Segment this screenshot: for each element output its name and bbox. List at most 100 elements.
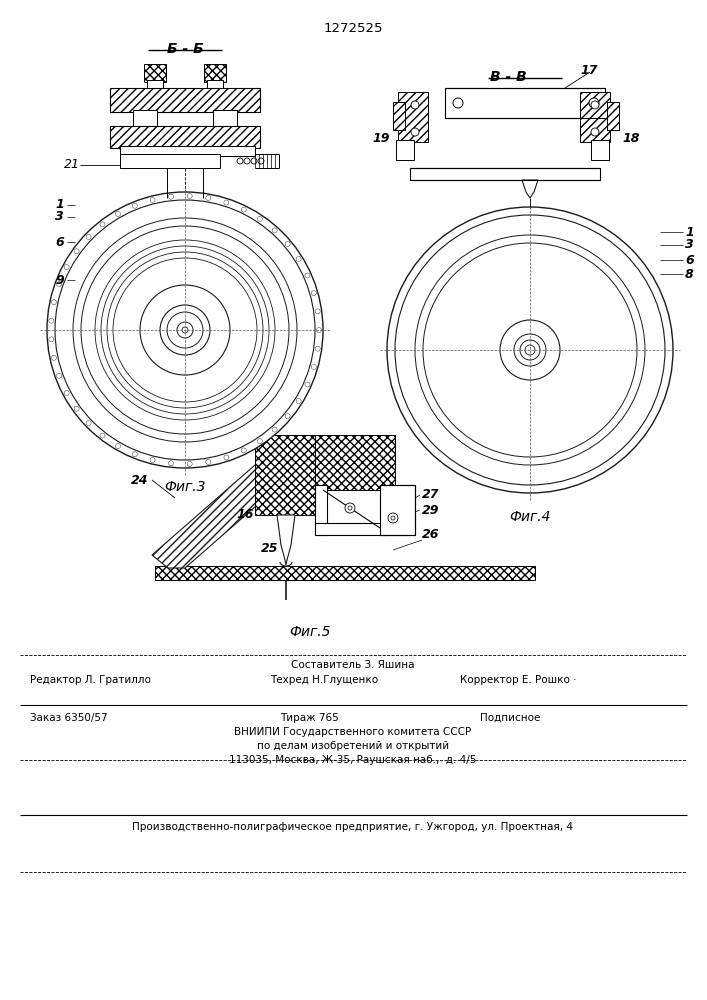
Text: 113035, Москва, Ж-35, Раушская наб.,  д. 4/5: 113035, Москва, Ж-35, Раушская наб., д. … — [229, 755, 477, 765]
Bar — [445, 88, 605, 118]
Circle shape — [423, 243, 637, 457]
Text: 3: 3 — [685, 238, 694, 251]
Bar — [207, 80, 223, 90]
Text: Техред Н.Глущенко: Техред Н.Глущенко — [270, 675, 378, 685]
Circle shape — [206, 459, 211, 464]
Polygon shape — [277, 515, 295, 565]
Bar — [380, 485, 415, 535]
Circle shape — [388, 513, 398, 523]
Circle shape — [52, 300, 57, 305]
Circle shape — [115, 444, 120, 449]
Circle shape — [86, 421, 91, 426]
Text: по делам изобретений и открытий: по делам изобретений и открытий — [257, 741, 449, 751]
Text: 9: 9 — [55, 273, 64, 286]
Circle shape — [167, 312, 203, 348]
Circle shape — [589, 98, 599, 108]
Text: Подписное: Подписное — [480, 713, 540, 723]
Circle shape — [244, 158, 250, 164]
Circle shape — [395, 215, 665, 485]
Circle shape — [453, 98, 463, 108]
Circle shape — [514, 334, 546, 366]
Circle shape — [525, 345, 535, 355]
Circle shape — [258, 158, 264, 164]
Circle shape — [100, 433, 105, 438]
Wedge shape — [167, 312, 203, 348]
Text: 3: 3 — [55, 211, 64, 224]
Circle shape — [140, 285, 230, 375]
Circle shape — [187, 194, 192, 199]
Circle shape — [411, 101, 419, 109]
Bar — [410, 168, 600, 180]
Circle shape — [160, 305, 210, 355]
Circle shape — [224, 200, 229, 205]
Circle shape — [150, 197, 155, 202]
Bar — [204, 64, 226, 82]
Circle shape — [305, 382, 310, 387]
Circle shape — [500, 320, 560, 380]
Bar — [110, 88, 260, 112]
Bar — [147, 80, 163, 90]
Circle shape — [415, 235, 645, 465]
Circle shape — [74, 406, 79, 411]
Bar — [315, 485, 327, 535]
Circle shape — [296, 399, 301, 404]
Circle shape — [132, 203, 137, 208]
Bar — [393, 102, 405, 130]
Circle shape — [52, 355, 57, 360]
Circle shape — [591, 128, 599, 136]
Bar — [133, 110, 157, 128]
Text: 21: 21 — [64, 158, 80, 172]
Text: 26: 26 — [422, 528, 440, 542]
Text: 27: 27 — [422, 488, 440, 502]
Wedge shape — [140, 285, 230, 375]
Circle shape — [101, 246, 269, 414]
Circle shape — [113, 258, 257, 402]
Wedge shape — [55, 200, 315, 460]
Text: ВНИИПИ Государственного комитета СССР: ВНИИПИ Государственного комитета СССР — [235, 727, 472, 737]
Bar — [398, 92, 428, 142]
Circle shape — [95, 240, 275, 420]
Circle shape — [387, 207, 673, 493]
Circle shape — [150, 458, 155, 463]
Bar — [591, 140, 609, 160]
Circle shape — [315, 309, 320, 314]
Circle shape — [251, 158, 257, 164]
Circle shape — [285, 414, 290, 419]
Text: 1: 1 — [55, 198, 64, 212]
Wedge shape — [500, 320, 560, 380]
Bar — [120, 146, 255, 156]
Bar — [144, 64, 166, 82]
Circle shape — [315, 346, 320, 351]
Text: 19: 19 — [373, 131, 390, 144]
Circle shape — [411, 128, 419, 136]
Circle shape — [49, 318, 54, 323]
Text: 6: 6 — [685, 253, 694, 266]
Circle shape — [115, 211, 120, 216]
Text: Заказ 6350/57: Заказ 6350/57 — [30, 713, 107, 723]
Circle shape — [285, 241, 290, 246]
Circle shape — [64, 265, 69, 270]
Text: 8: 8 — [685, 267, 694, 280]
Circle shape — [272, 228, 277, 233]
Circle shape — [391, 516, 395, 520]
Bar — [607, 102, 619, 130]
Bar — [315, 435, 395, 490]
Text: 6: 6 — [55, 235, 64, 248]
Circle shape — [64, 390, 69, 395]
Circle shape — [520, 340, 540, 360]
Polygon shape — [522, 180, 538, 198]
Circle shape — [182, 327, 188, 333]
Text: Производственно-полиграфическое предприятие, г. Ужгород, ул. Проектная, 4: Производственно-полиграфическое предприя… — [132, 822, 573, 832]
Text: Б - Б: Б - Б — [167, 42, 204, 56]
Circle shape — [345, 503, 355, 513]
Circle shape — [74, 249, 79, 254]
Circle shape — [237, 158, 243, 164]
Circle shape — [86, 234, 91, 239]
Bar — [110, 126, 260, 148]
Circle shape — [187, 461, 192, 466]
Text: Тираж 765: Тираж 765 — [280, 713, 339, 723]
Circle shape — [317, 328, 322, 332]
Circle shape — [57, 373, 62, 378]
Text: Фиг.5: Фиг.5 — [289, 625, 331, 639]
Circle shape — [177, 322, 193, 338]
